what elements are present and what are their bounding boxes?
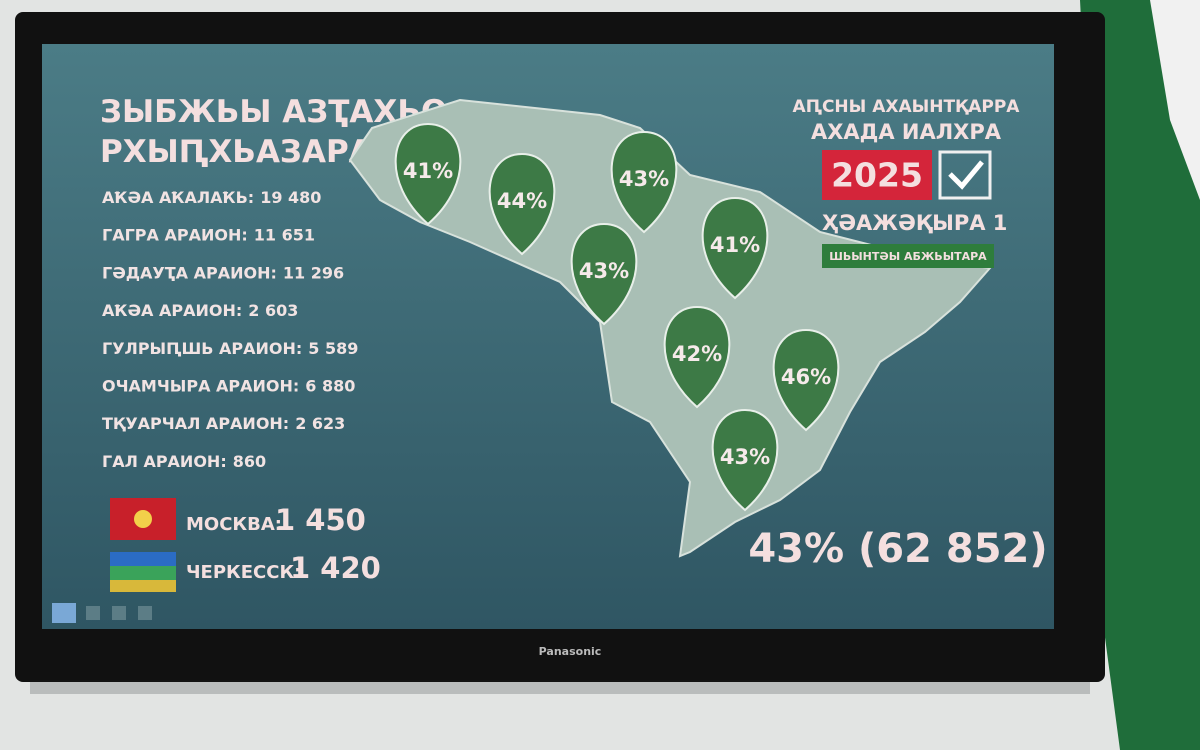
year-box — [822, 150, 932, 200]
district-count: 2 623 — [295, 414, 345, 433]
district-marker — [711, 408, 779, 512]
district-percent: 42% — [672, 342, 722, 366]
district-row: АҞӘА АРАИОН: 2 603 — [102, 301, 298, 320]
badge-note: ШЬЫНТӘЫ АБЖЬЫТАРА — [829, 250, 987, 263]
map-districts: 41% 44% 43% 43% 41% 42% 46% 43% — [394, 122, 840, 512]
abroad: МОСКВА: 1 450 ЧЕРКЕССК: 1 420 — [110, 498, 381, 592]
abroad-name: МОСКВА: — [186, 514, 282, 535]
district-row: АҞӘА АҞАЛАҞЬ: 19 480 — [102, 188, 321, 207]
toolbar — [52, 603, 152, 623]
badge-line: АԤСНЫ АХАЫНТҚАРРА — [793, 97, 1021, 117]
district-name: ОЧАМЧЫРА АРАИОН: — [102, 377, 299, 396]
flag-band — [110, 566, 176, 580]
toolbar-button[interactable] — [52, 603, 76, 623]
district-row: ГАГРА АРАИОН: 11 651 — [102, 226, 315, 245]
district-percent: 43% — [619, 167, 669, 191]
district-percent: 41% — [710, 233, 760, 257]
abroad-name: ЧЕРКЕССК: — [186, 562, 301, 583]
brand: Panasonic — [539, 645, 602, 658]
district-row: ГАЛ АРАИОН: 860 — [102, 452, 266, 471]
flag-band — [110, 580, 176, 592]
district-percent: 46% — [781, 365, 831, 389]
district-percent: 41% — [403, 159, 453, 183]
note-box — [822, 244, 994, 268]
flag-emblem — [134, 510, 152, 528]
district-row: ОЧАМЧЫРА АРАИОН: 6 880 — [102, 377, 355, 396]
flag — [1080, 0, 1200, 750]
district-marker — [394, 122, 462, 226]
district-name: ГӘДАУҬА АРАИОН: — [102, 263, 277, 282]
flag-stripe — [1150, 0, 1200, 200]
district-percent: 44% — [497, 189, 547, 213]
district-marker — [701, 196, 769, 300]
district-list: АҞӘА АҞАЛАҞЬ: 19 480 ГАГРА АРАИОН: 11 651 ГӘ… — [102, 188, 358, 471]
badge-date: ҲӘАЖӘҚЫРА 1 — [822, 211, 1007, 235]
district-row: ТҚУАРЧАЛ АРАИОН: 2 623 — [102, 414, 345, 433]
district-marker — [610, 130, 678, 234]
toolbar-button[interactable] — [112, 606, 126, 620]
district-row: ГӘДАУҬА АРАИОН: 11 296 — [102, 263, 344, 282]
district-count: 2 603 — [248, 301, 298, 320]
district-name: АҞӘА АҞАЛАҞЬ: — [102, 188, 254, 207]
district-count: 860 — [233, 452, 266, 471]
abroad-count: 1 420 — [290, 551, 381, 585]
title-line: РХЫԤХЬАЗАРА: — [100, 134, 385, 170]
district-count: 6 880 — [305, 377, 355, 396]
district-marker — [663, 305, 731, 409]
total: 43% (62 852) — [748, 526, 1047, 572]
district-name: ТҚУАРЧАЛ АРАИОН: — [102, 414, 289, 433]
district-percent: 43% — [720, 445, 770, 469]
election-badge: АԤСНЫ АХАЫНТҚАРРА АХАДА ИАЛХРА 2025 ҲӘАЖ… — [793, 97, 1021, 268]
district-name: ГАГРА АРАИОН: — [102, 226, 248, 245]
district-marker — [488, 152, 556, 256]
district-name: ГАЛ АРАИОН: — [102, 452, 227, 471]
district-name: ГУЛРЫԤШЬ АРАИОН: — [102, 339, 302, 358]
district-percent: 43% — [579, 259, 629, 283]
check-box — [938, 150, 992, 200]
check — [948, 160, 984, 190]
district-count: 19 480 — [260, 188, 321, 207]
toolbar-button[interactable] — [86, 606, 100, 620]
badge-line: АХАДА ИАЛХРА — [811, 120, 1002, 144]
district-row: ГУЛРЫԤШЬ АРАИОН: 5 589 — [102, 339, 358, 358]
flag-band — [110, 552, 176, 566]
district-marker — [570, 222, 638, 326]
district-name: АҞӘА АРАИОН: — [102, 301, 242, 320]
district-marker — [772, 328, 840, 432]
abroad-count: 1 450 — [275, 503, 366, 537]
district-count: 11 651 — [254, 226, 315, 245]
year: 2025 — [831, 156, 923, 195]
district-count: 5 589 — [308, 339, 358, 358]
tv-stand — [30, 682, 1090, 694]
district-count: 11 296 — [283, 263, 344, 282]
toolbar-button[interactable] — [138, 606, 152, 620]
